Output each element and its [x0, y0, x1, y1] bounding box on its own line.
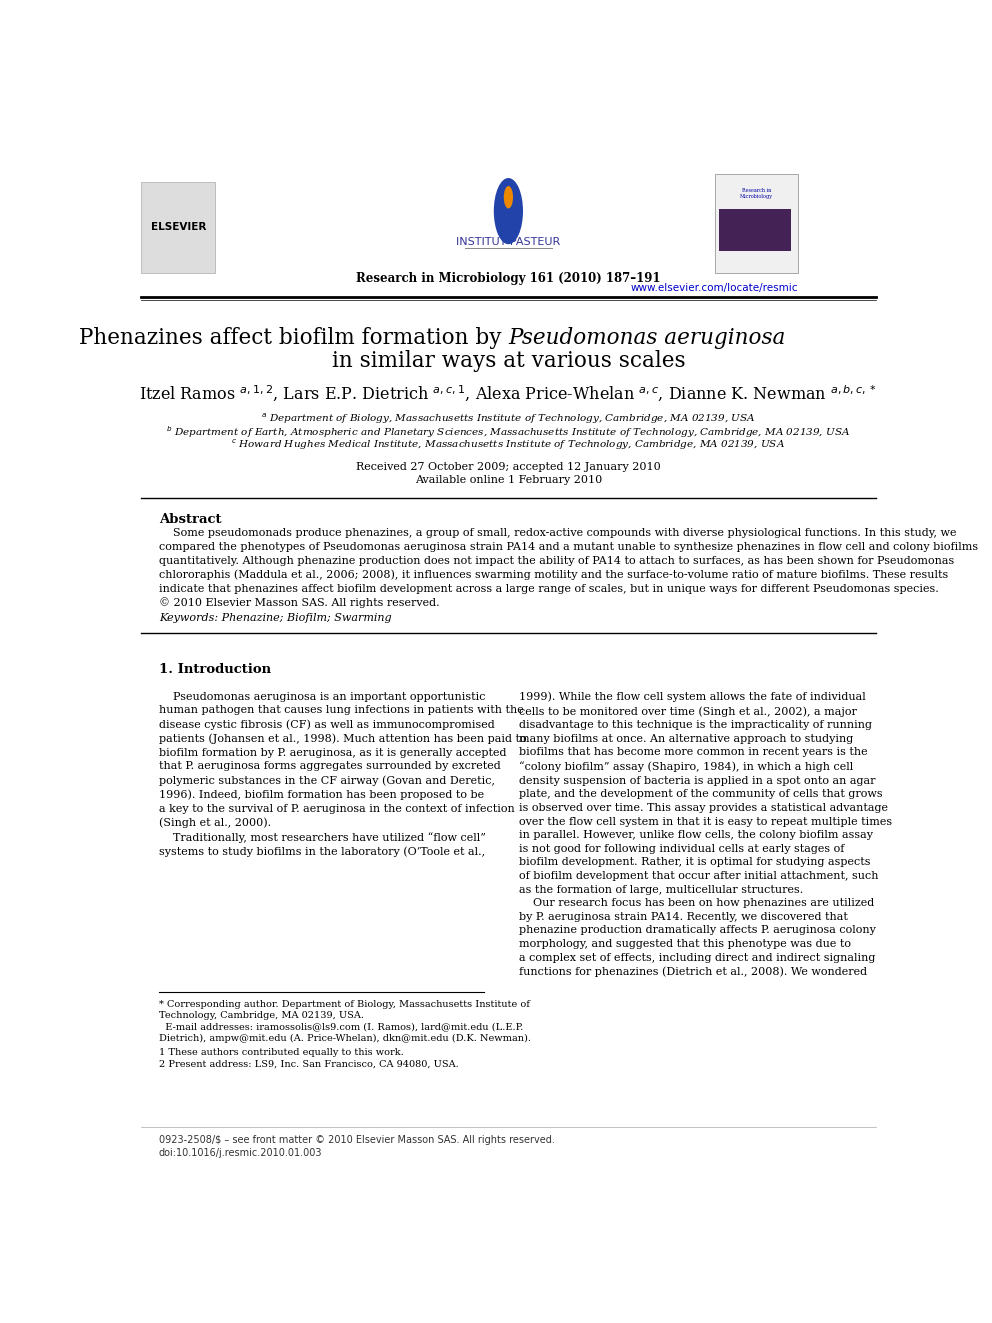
Text: 1999). While the flow cell system allows the fate of individual
cells to be moni: 1999). While the flow cell system allows… [519, 692, 893, 976]
Text: $^{a}$ Department of Biology, Massachusetts Institute of Technology, Cambridge, : $^{a}$ Department of Biology, Massachuse… [261, 411, 756, 426]
Text: Available online 1 February 2010: Available online 1 February 2010 [415, 475, 602, 484]
Text: in similar ways at various scales: in similar ways at various scales [331, 349, 685, 372]
Ellipse shape [494, 179, 523, 245]
Text: Itzel Ramos $^{a,1,2}$, Lars E.P. Dietrich $^{a,c,1}$, Alexa Price-Whelan $^{a,c: Itzel Ramos $^{a,1,2}$, Lars E.P. Dietri… [139, 385, 878, 405]
Text: Received 27 October 2009; accepted 12 January 2010: Received 27 October 2009; accepted 12 Ja… [356, 462, 661, 472]
Text: Pseudomonas aeruginosa is an important opportunistic
human pathogen that causes : Pseudomonas aeruginosa is an important o… [159, 692, 527, 857]
Text: 2 Present address: LS9, Inc. San Francisco, CA 94080, USA.: 2 Present address: LS9, Inc. San Francis… [159, 1060, 458, 1069]
Text: $^{b}$ Department of Earth, Atmospheric and Planetary Sciences, Massachusetts In: $^{b}$ Department of Earth, Atmospheric … [167, 425, 850, 441]
Text: Pseudomonas aeruginosa: Pseudomonas aeruginosa [509, 327, 786, 349]
Text: 0923-2508/$ – see front matter © 2010 Elsevier Masson SAS. All rights reserved.
: 0923-2508/$ – see front matter © 2010 El… [159, 1135, 555, 1159]
Text: Research in
Microbiology: Research in Microbiology [740, 188, 773, 200]
Text: Research in Microbiology 161 (2010) 187–191: Research in Microbiology 161 (2010) 187–… [356, 271, 661, 284]
Text: Some pseudomonads produce phenazines, a group of small, redox-active compounds w: Some pseudomonads produce phenazines, a … [159, 528, 978, 609]
Text: $^{c}$ Howard Hughes Medical Institute, Massachusetts Institute of Technology, C: $^{c}$ Howard Hughes Medical Institute, … [231, 438, 786, 452]
Text: Abstract: Abstract [159, 513, 221, 527]
Bar [719, 209, 791, 251]
Ellipse shape [504, 187, 513, 209]
Text: INSTITUT PASTEUR: INSTITUT PASTEUR [456, 237, 560, 247]
Text: www.elsevier.com/locate/resmic: www.elsevier.com/locate/resmic [631, 283, 799, 294]
Text: 1. Introduction: 1. Introduction [159, 663, 271, 676]
Bar [714, 175, 799, 273]
Bar [141, 181, 215, 273]
Text: Phenazines affect biofilm formation by: Phenazines affect biofilm formation by [79, 327, 509, 349]
Text: * Corresponding author. Department of Biology, Massachusetts Institute of
Techno: * Corresponding author. Department of Bi… [159, 1000, 531, 1043]
Text: Keywords: Phenazine; Biofilm; Swarming: Keywords: Phenazine; Biofilm; Swarming [159, 613, 392, 623]
Text: 1 These authors contributed equally to this work.: 1 These authors contributed equally to t… [159, 1048, 404, 1057]
Text: ELSEVIER: ELSEVIER [151, 221, 206, 232]
